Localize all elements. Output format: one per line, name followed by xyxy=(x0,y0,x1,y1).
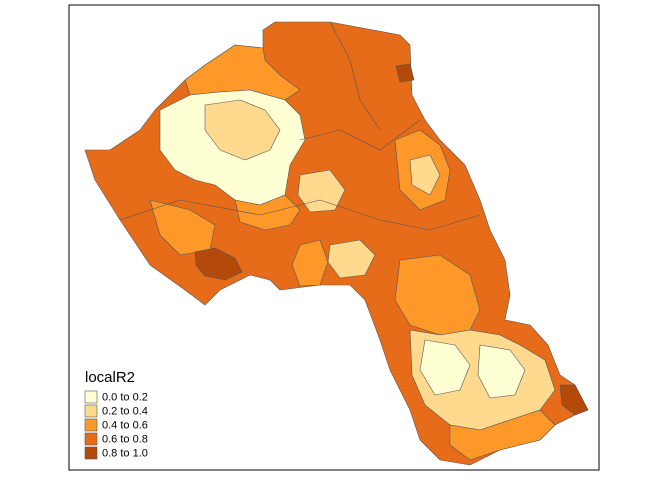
legend-label: 0.0 to 0.2 xyxy=(102,391,148,403)
region xyxy=(291,239,329,287)
legend-swatch xyxy=(84,404,98,418)
boundary xyxy=(329,21,381,131)
legend-label: 0.2 to 0.4 xyxy=(102,405,148,417)
legend-label: 0.6 to 0.8 xyxy=(102,433,148,445)
region xyxy=(449,409,556,461)
region xyxy=(395,63,415,83)
legend-swatch xyxy=(84,446,98,460)
boundary xyxy=(299,119,421,151)
region xyxy=(559,384,589,416)
regions xyxy=(84,21,589,466)
boundary xyxy=(119,199,481,231)
region xyxy=(194,247,243,281)
legend-swatch xyxy=(84,390,98,404)
legend: 0.0 to 0.2 0.2 to 0.4 0.4 to 0.6 0.6 to 0.8… xyxy=(84,390,148,460)
legend-swatch xyxy=(84,418,98,432)
region xyxy=(477,344,526,399)
legend-swatch xyxy=(84,432,98,446)
region xyxy=(297,169,346,213)
legend-label: 0.8 to 1.0 xyxy=(102,447,148,459)
region xyxy=(409,154,441,196)
region xyxy=(204,99,281,161)
legend-label: 0.4 to 0.6 xyxy=(102,419,148,431)
legend-title: localR2 xyxy=(85,369,135,386)
region xyxy=(234,194,301,231)
region xyxy=(419,339,471,396)
